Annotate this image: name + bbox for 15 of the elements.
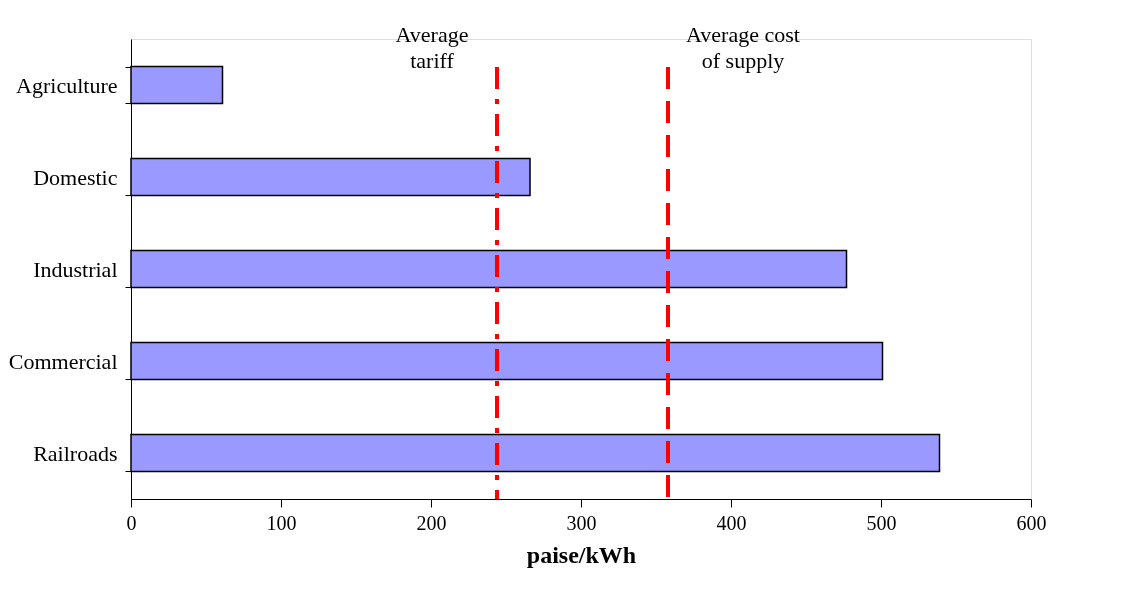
y-tick-label: Commercial bbox=[8, 348, 118, 374]
x-tick-label: 300 bbox=[566, 511, 597, 534]
x-tick-label: 500 bbox=[866, 511, 897, 534]
y-tick-label: Domestic bbox=[33, 164, 118, 190]
x-tick-label: 0 bbox=[126, 511, 137, 534]
ref-line-label: Average cost of supply bbox=[686, 22, 800, 73]
y-tick-label: Agriculture bbox=[16, 72, 118, 98]
ref-line-label: Average tariff bbox=[395, 22, 469, 73]
y-tick-label: Railroads bbox=[33, 440, 118, 466]
x-tick-label: 400 bbox=[716, 511, 747, 534]
x-tick-label: 100 bbox=[266, 511, 297, 534]
x-axis-title: paise/kWh bbox=[526, 541, 637, 568]
x-tick-label: 200 bbox=[416, 511, 447, 534]
y-tick-label: Industrial bbox=[33, 256, 118, 282]
x-tick-label: 600 bbox=[1016, 511, 1047, 534]
